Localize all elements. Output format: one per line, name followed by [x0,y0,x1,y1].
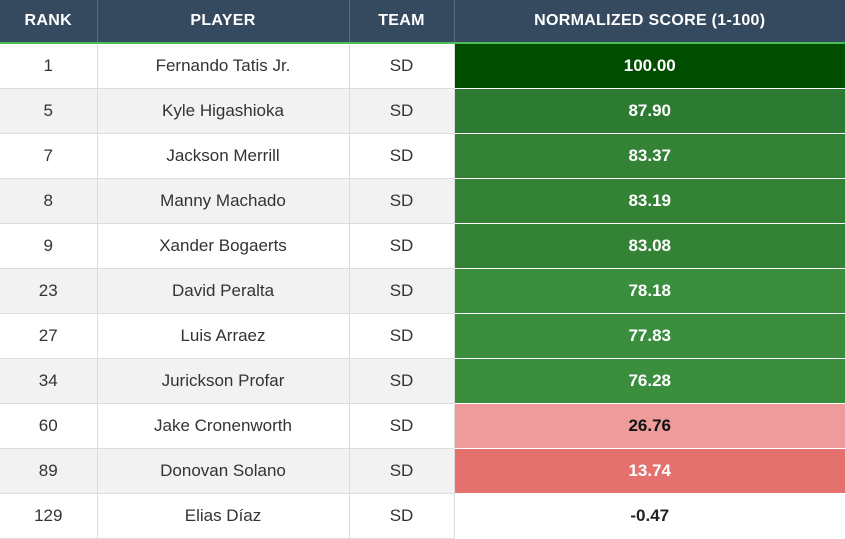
rank-cell: 89 [0,448,98,494]
table-row: 1 Fernando Tatis Jr. SD 100.00 [0,43,845,89]
team-cell: SD [349,88,455,134]
team-cell: SD [349,178,455,224]
rank-cell: 34 [0,358,98,404]
team-cell: SD [349,133,455,179]
header-normalized-score[interactable]: NORMALIZED SCORE (1-100) [454,0,845,44]
score-cell: -0.47 [454,493,845,539]
player-cell: David Peralta [97,268,350,314]
table-body: 1 Fernando Tatis Jr. SD 100.00 5 Kyle Hi… [0,43,845,539]
team-cell: SD [349,493,455,539]
table-row: 9 Xander Bogaerts SD 83.08 [0,223,845,269]
rank-cell: 60 [0,403,98,449]
team-cell: SD [349,448,455,494]
table-row: 8 Manny Machado SD 83.19 [0,178,845,224]
player-cell: Elias Díaz [97,493,350,539]
header-player[interactable]: PLAYER [97,0,350,44]
score-cell: 83.37 [454,133,845,179]
rank-cell: 9 [0,223,98,269]
team-cell: SD [349,403,455,449]
rank-cell: 7 [0,133,98,179]
table-row: 27 Luis Arraez SD 77.83 [0,313,845,359]
table-row: 60 Jake Cronenworth SD 26.76 [0,403,845,449]
team-cell: SD [349,268,455,314]
score-cell: 26.76 [454,403,845,449]
score-cell: 87.90 [454,88,845,134]
rank-cell: 27 [0,313,98,359]
player-cell: Fernando Tatis Jr. [97,43,350,89]
score-cell: 100.00 [454,43,845,89]
rank-cell: 8 [0,178,98,224]
rank-cell: 1 [0,43,98,89]
team-cell: SD [349,358,455,404]
rank-cell: 129 [0,493,98,539]
header-team[interactable]: TEAM [349,0,455,44]
player-cell: Jake Cronenworth [97,403,350,449]
table-row: 23 David Peralta SD 78.18 [0,268,845,314]
player-cell: Kyle Higashioka [97,88,350,134]
player-cell: Xander Bogaerts [97,223,350,269]
header-row: RANK PLAYER TEAM NORMALIZED SCORE (1-100… [0,0,845,44]
score-cell: 76.28 [454,358,845,404]
table-row: 89 Donovan Solano SD 13.74 [0,448,845,494]
table-row: 5 Kyle Higashioka SD 87.90 [0,88,845,134]
score-cell: 13.74 [454,448,845,494]
score-cell: 77.83 [454,313,845,359]
score-cell: 78.18 [454,268,845,314]
rank-cell: 5 [0,88,98,134]
table-row: 34 Jurickson Profar SD 76.28 [0,358,845,404]
player-cell: Luis Arraez [97,313,350,359]
rank-cell: 23 [0,268,98,314]
header-rank[interactable]: RANK [0,0,98,44]
table-header: RANK PLAYER TEAM NORMALIZED SCORE (1-100… [0,0,845,44]
player-cell: Manny Machado [97,178,350,224]
table-row: 129 Elias Díaz SD -0.47 [0,493,845,539]
team-cell: SD [349,223,455,269]
team-cell: SD [349,313,455,359]
score-cell: 83.08 [454,223,845,269]
table-row: 7 Jackson Merrill SD 83.37 [0,133,845,179]
player-cell: Jackson Merrill [97,133,350,179]
player-cell: Donovan Solano [97,448,350,494]
team-cell: SD [349,43,455,89]
player-cell: Jurickson Profar [97,358,350,404]
score-cell: 83.19 [454,178,845,224]
